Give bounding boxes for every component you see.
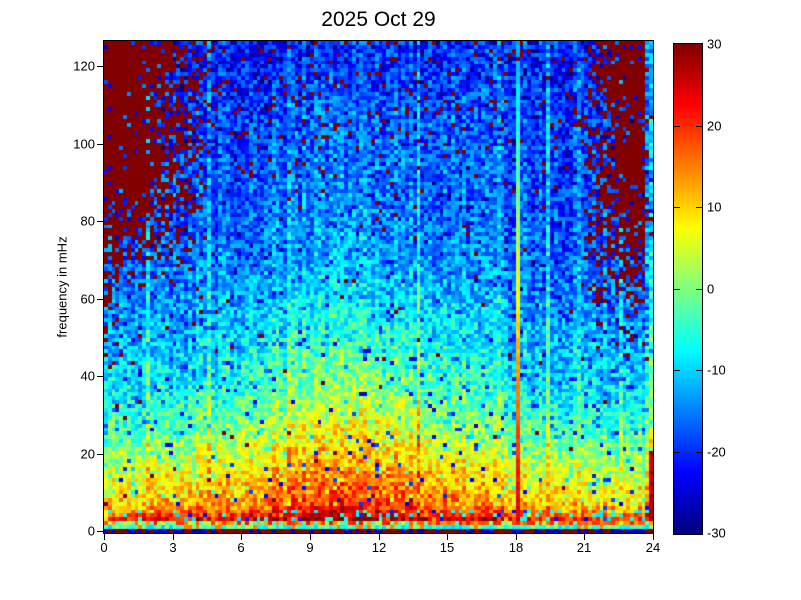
colorbar-tick-label: -10 [707, 362, 726, 378]
x-tick [379, 534, 380, 540]
y-tick [97, 144, 103, 145]
x-tick-label: 3 [169, 540, 177, 555]
colorbar-tick [696, 370, 702, 371]
y-tick [97, 454, 103, 455]
x-tick-label: 18 [508, 540, 524, 555]
colorbar-tick [674, 126, 680, 127]
colorbar-tick-label: -30 [707, 525, 726, 541]
x-tick-label: 12 [371, 540, 387, 555]
x-tick [584, 534, 585, 540]
x-tick-label: 0 [100, 540, 108, 555]
colorbar-tick [674, 207, 680, 208]
x-tick-label: 9 [306, 540, 314, 555]
colorbar-tick [696, 452, 702, 453]
y-axis-label: frequency in mHz [54, 236, 70, 338]
x-tick-label: 21 [576, 540, 592, 555]
colorbar-tick [696, 289, 702, 290]
x-tick [173, 534, 174, 540]
plot-area [103, 40, 654, 534]
y-tick-label: 40 [80, 368, 95, 384]
x-tick-label: 6 [237, 540, 245, 555]
colorbar-tick [696, 207, 702, 208]
x-tick [447, 534, 448, 540]
y-tick-label: 60 [80, 291, 95, 307]
y-tick [97, 299, 103, 300]
y-tick [97, 66, 103, 67]
x-tick [310, 534, 311, 540]
x-tick [516, 534, 517, 540]
colorbar-tick-label: 30 [707, 36, 722, 52]
y-tick [97, 376, 103, 377]
y-tick-label: 20 [80, 446, 95, 462]
spectrogram-canvas [104, 41, 653, 533]
x-tick-label: 24 [645, 540, 661, 555]
colorbar-tick-label: 20 [707, 118, 722, 134]
chart-title: 2025 Oct 29 [321, 8, 436, 31]
y-tick-label: 80 [80, 213, 95, 229]
colorbar-tick-label: 10 [707, 199, 722, 215]
colorbar-tick [674, 370, 680, 371]
colorbar-tick [674, 452, 680, 453]
x-tick [241, 534, 242, 540]
colorbar-tick [674, 289, 680, 290]
colorbar-tick-label: -20 [707, 444, 726, 460]
colorbar-tick-label: 0 [707, 281, 715, 297]
y-tick-label: 100 [73, 136, 95, 152]
y-tick-label: 120 [73, 58, 95, 74]
y-tick-label: 0 [87, 523, 95, 539]
x-tick-label: 15 [439, 540, 455, 555]
y-tick [97, 221, 103, 222]
x-tick [653, 534, 654, 540]
colorbar-tick [696, 126, 702, 127]
y-tick [97, 531, 103, 532]
x-tick [104, 534, 105, 540]
